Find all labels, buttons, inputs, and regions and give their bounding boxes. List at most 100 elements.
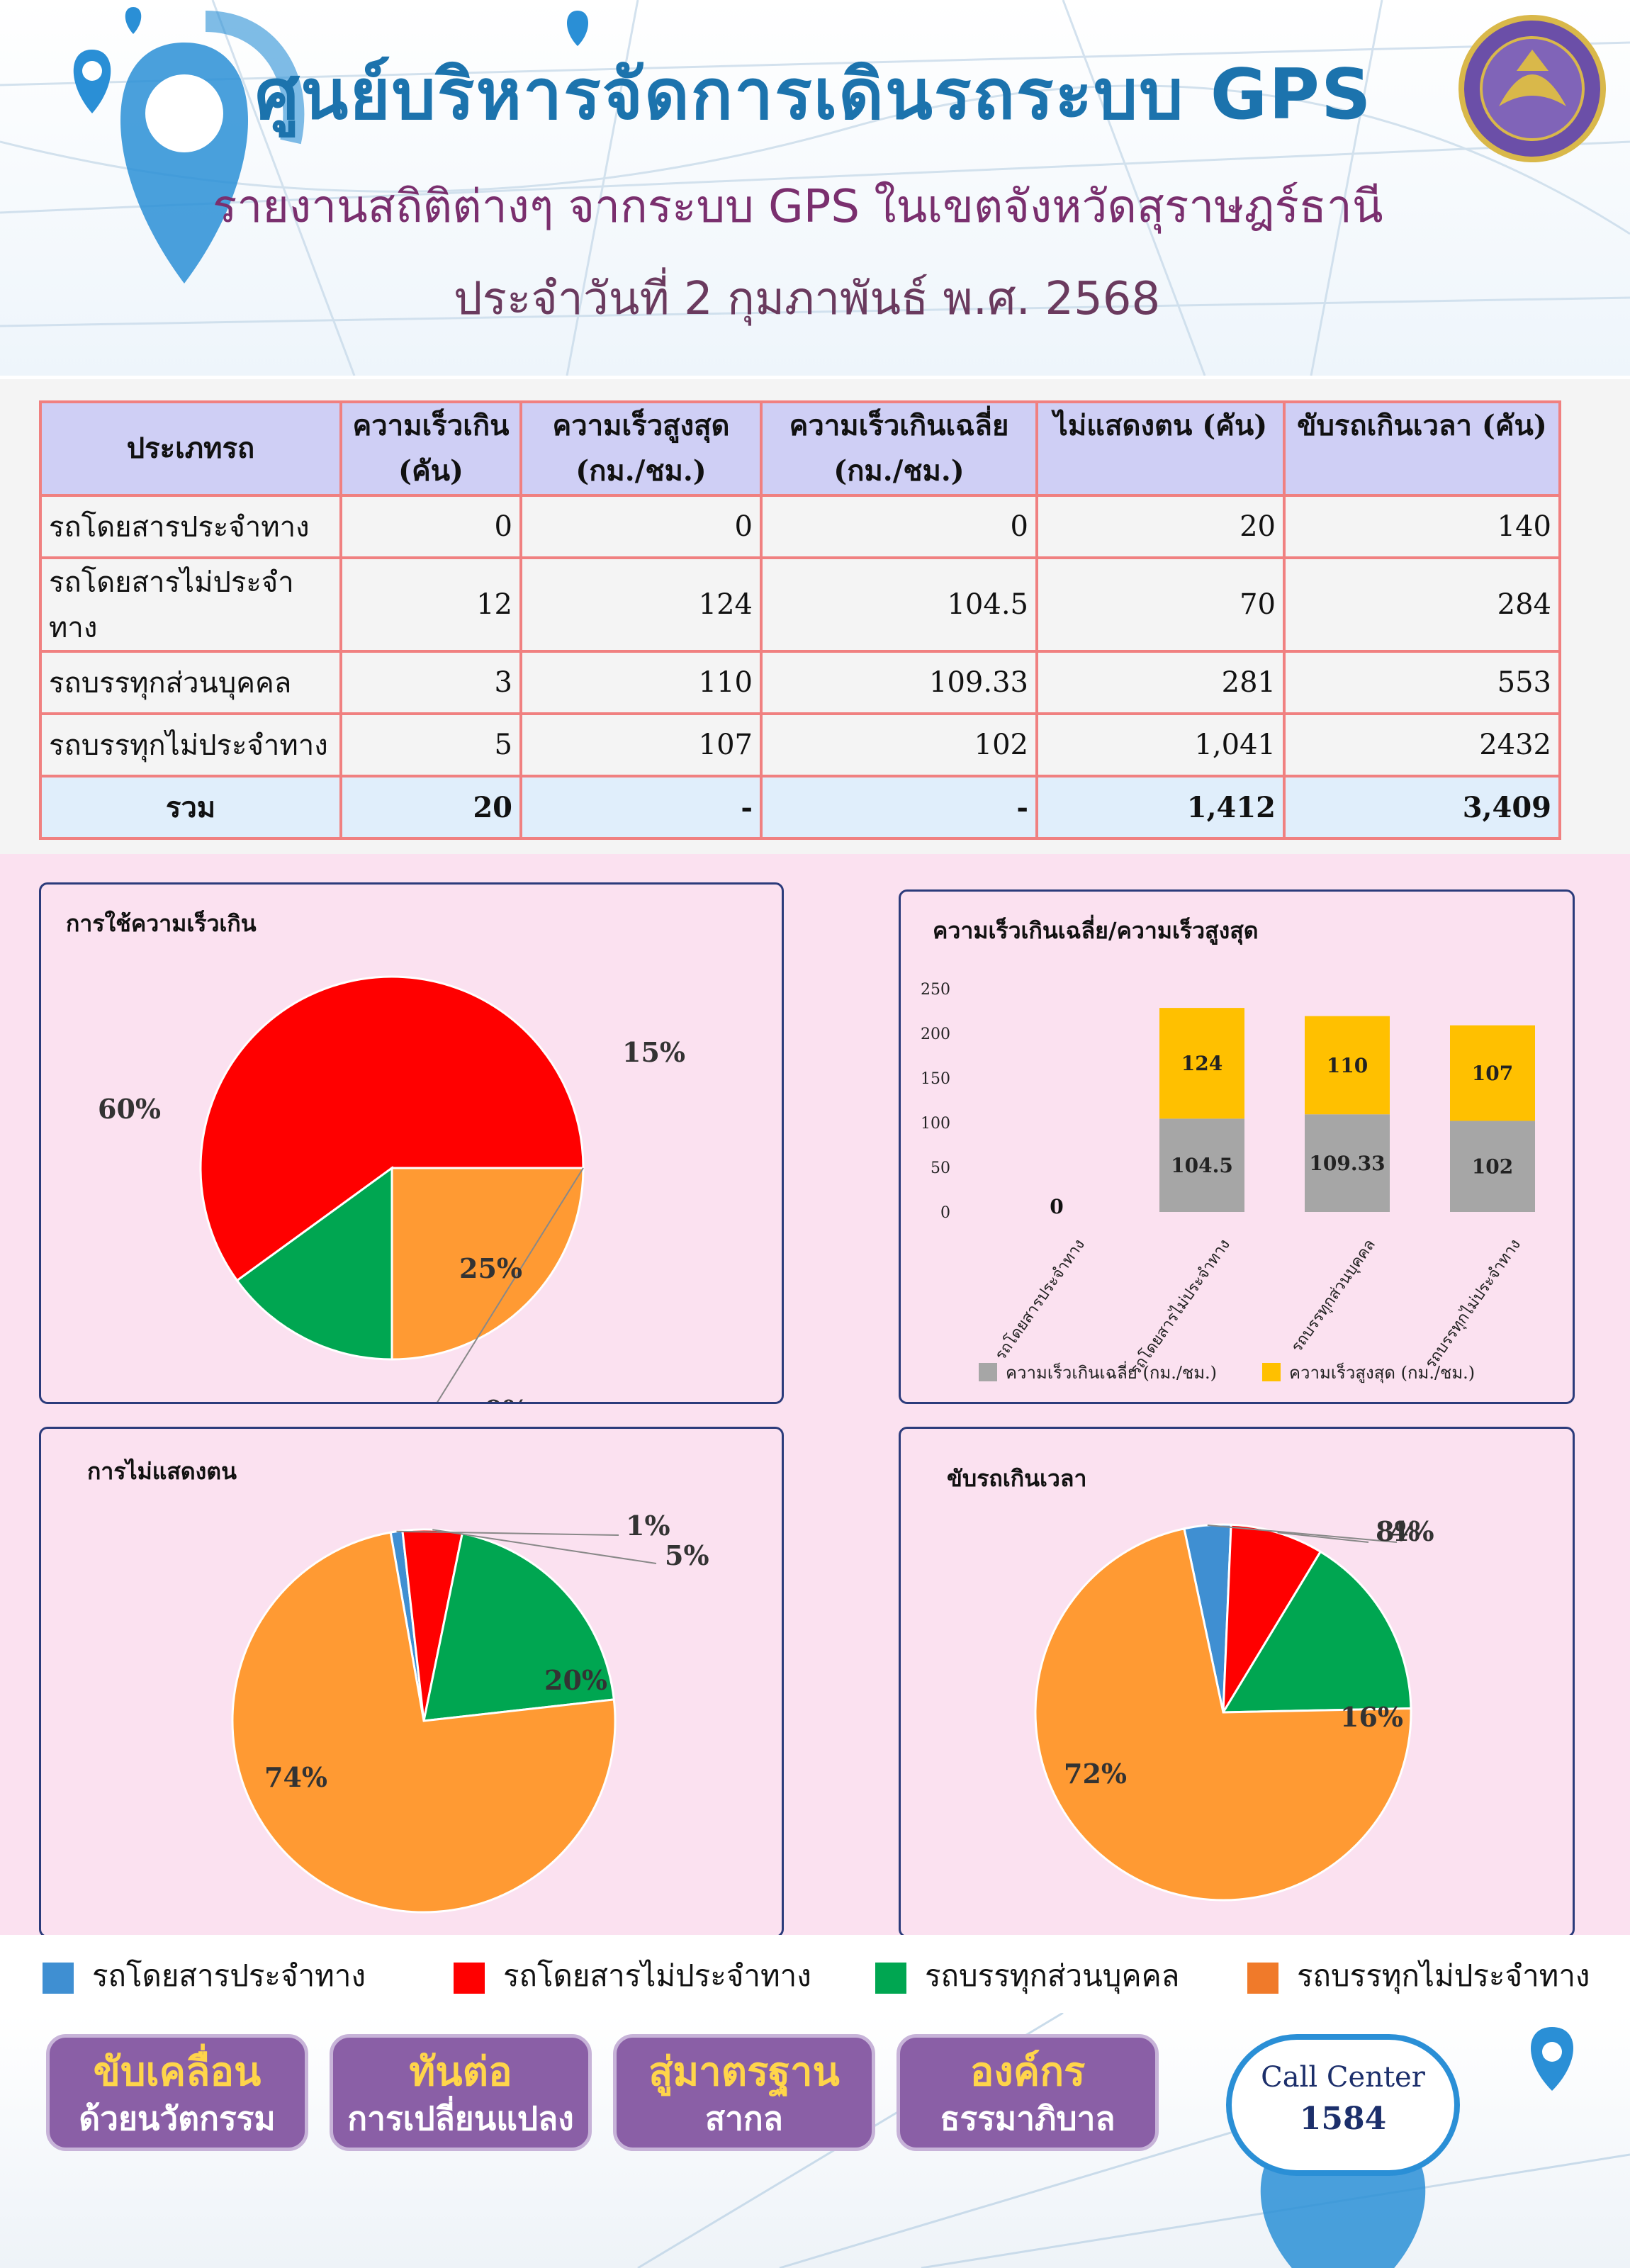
y-tick-label: 100 bbox=[921, 1115, 950, 1133]
motto-line2: การเปลี่ยนแปลง bbox=[347, 2099, 574, 2138]
charts-section: การใช้ความเร็วเกิน 0% 60% 15% 25% ความเร็วเ… bbox=[0, 854, 1630, 1938]
row-vehicle-type: รถโดยสารประจำทาง bbox=[39, 494, 342, 559]
bar-data-label: 104.5 bbox=[1171, 1154, 1233, 1177]
legend-label: รถโดยสารไม่ประจำทาง bbox=[503, 1958, 811, 1993]
header-vehicle-type: ประเภทรถ bbox=[39, 400, 342, 497]
leader-line bbox=[432, 1529, 657, 1564]
pie-panel-unidentified: การไม่แสดงตน 1% 5% 20% 74% bbox=[39, 1427, 784, 1938]
bar-panel-speed: ความเร็วเกินเฉลี่ย/ความเร็วสูงสุด 0 50 100… bbox=[899, 889, 1575, 1404]
gps-pin-icon bbox=[120, 11, 305, 284]
row-overspeed: 0 bbox=[339, 494, 522, 559]
pie-chart-unidentified: 1%5% 20% 74% bbox=[231, 1510, 709, 1914]
motto-button-standard[interactable]: สู่มาตรฐาน สากล bbox=[613, 2034, 875, 2151]
pie-data-label: 25% bbox=[459, 1252, 522, 1284]
pie-chart-overspeed: 0% 60% 15% 25% bbox=[98, 975, 685, 1402]
row-overspeed: 3 bbox=[339, 650, 522, 715]
bar-segment bbox=[1305, 1114, 1390, 1212]
pie-slice bbox=[422, 1532, 615, 1722]
row-avg-overspeed: 109.33 bbox=[760, 650, 1038, 715]
total-max-speed: - bbox=[519, 775, 763, 840]
row-max-speed: 107 bbox=[519, 712, 763, 777]
pie-panel-overspeed: การใช้ความเร็วเกิน 0% 60% 15% 25% bbox=[39, 882, 784, 1404]
pie-data-label: 72% bbox=[1064, 1758, 1127, 1790]
y-tick-label: 250 bbox=[921, 981, 950, 999]
motto-button-governance[interactable]: องค์กร ธรรมาภิบาล bbox=[896, 2034, 1159, 2151]
header-overtime: ขับรถเกินเวลา (คัน) bbox=[1283, 400, 1561, 497]
page-title: ศูนย์บริหารจัดการเดินรถระบบ GPS bbox=[255, 55, 1373, 135]
bar-data-label: 107 bbox=[1472, 1062, 1513, 1085]
pie-chart-overtime: 4%8% 16% 72% bbox=[1034, 1515, 1434, 1902]
call-center-badge[interactable]: Call Center 1584 bbox=[1226, 2034, 1460, 2176]
row-unidentified: 1,041 bbox=[1035, 712, 1286, 777]
row-overtime: 284 bbox=[1283, 556, 1561, 653]
bar-segment bbox=[1305, 1016, 1390, 1115]
x-tick-label: รถโดยสารไม่ประจำทาง bbox=[1126, 1236, 1234, 1379]
row-max-speed: 124 bbox=[519, 556, 763, 653]
table-row: รถบรรทุกส่วนบุคคล 3 110 109.33 281 553 bbox=[39, 650, 1561, 715]
leader-line bbox=[1277, 1532, 1369, 1543]
leader-line bbox=[396, 1530, 619, 1536]
leader-line bbox=[437, 1167, 584, 1402]
legend-label: รถบรรทุกไม่ประจำทาง bbox=[1297, 1958, 1590, 1993]
pie-data-label: 15% bbox=[622, 1036, 685, 1068]
header-banner: ศูนย์บริหารจัดการเดินรถระบบ GPS รายงานสถ… bbox=[0, 0, 1630, 376]
motto-line1: ขับเคลื่อน bbox=[93, 2049, 262, 2095]
total-avg-overspeed: - bbox=[760, 775, 1038, 840]
y-tick-label: 150 bbox=[921, 1070, 950, 1088]
total-label: รวม bbox=[39, 775, 342, 840]
legend-swatch bbox=[875, 1962, 906, 1994]
pie-data-label: 4% bbox=[1390, 1515, 1434, 1547]
y-tick-label: 0 bbox=[940, 1204, 950, 1222]
header-unidentified: ไม่แสดงตน (คัน) bbox=[1035, 400, 1286, 497]
pie-data-label: 1% bbox=[626, 1510, 670, 1542]
total-unidentified: 1,412 bbox=[1035, 775, 1286, 840]
leader-line bbox=[1207, 1524, 1398, 1543]
motto-button-change[interactable]: ทันต่อ การเปลี่ยนแปลง bbox=[330, 2034, 592, 2151]
legend-swatch bbox=[979, 1363, 997, 1381]
bar-segment bbox=[1450, 1121, 1535, 1212]
total-overspeed: 20 bbox=[339, 775, 522, 840]
chart-title: การไม่แสดงตน bbox=[87, 1458, 237, 1485]
row-overtime: 2432 bbox=[1283, 712, 1561, 777]
pie-slice bbox=[1221, 1550, 1412, 1714]
legend-label: ความเร็วสูงสุด (กม./ชม.) bbox=[1289, 1362, 1475, 1383]
pie-slice bbox=[235, 1166, 393, 1361]
pie-panel-overtime: ขับรถเกินเวลา 4% 8% 16% 72% bbox=[899, 1427, 1575, 1938]
legend-item: รถโดยสารไม่ประจำทาง bbox=[454, 1953, 811, 1999]
pie-slice bbox=[1222, 1523, 1322, 1713]
bar-segment bbox=[1450, 1025, 1535, 1121]
row-overtime: 553 bbox=[1283, 650, 1561, 715]
pie-slice bbox=[390, 1167, 585, 1361]
row-vehicle-type: รถโดยสารไม่ประจำทาง bbox=[39, 556, 342, 653]
pie-data-label: 20% bbox=[544, 1664, 607, 1696]
department-seal-icon bbox=[1458, 15, 1606, 162]
call-center-number: 1584 bbox=[1299, 2101, 1387, 2137]
bar-segment bbox=[1159, 1008, 1244, 1119]
motto-line2: ด้วยนวัตกรรม bbox=[79, 2099, 276, 2138]
legend-swatch bbox=[454, 1962, 485, 1994]
table-header-row: ประเภทรถ ความเร็วเกิน (คัน) ความเร็วสูงส… bbox=[39, 400, 1561, 497]
motto-line1: องค์กร bbox=[969, 2049, 1086, 2095]
bar-data-label: 110 bbox=[1327, 1054, 1368, 1077]
y-tick-label: 200 bbox=[921, 1026, 950, 1043]
pie-slice bbox=[199, 975, 585, 1282]
row-overtime: 140 bbox=[1283, 494, 1561, 559]
row-unidentified: 281 bbox=[1035, 650, 1286, 715]
table-row: รถบรรทุกไม่ประจำทาง 5 107 102 1,041 2432 bbox=[39, 712, 1561, 777]
header-overspeed: ความเร็วเกิน (คัน) bbox=[339, 400, 522, 497]
row-avg-overspeed: 102 bbox=[760, 712, 1038, 777]
motto-line2: สากล bbox=[705, 2099, 783, 2138]
small-pin-icon bbox=[73, 7, 588, 113]
pie-data-label: 8% bbox=[1376, 1515, 1420, 1547]
bar-data-label: 102 bbox=[1472, 1155, 1513, 1179]
bar-data-label: 109.33 bbox=[1309, 1152, 1385, 1175]
motto-line1: ทันต่อ bbox=[409, 2049, 512, 2095]
bar-chart-speed: 0 50 100 150 200 250 0 รถโดยสารประจำทาง 104.5 124… bbox=[921, 981, 1535, 1383]
row-max-speed: 110 bbox=[519, 650, 763, 715]
motto-button-innovation[interactable]: ขับเคลื่อน ด้วยนวัตกรรม bbox=[46, 2034, 308, 2151]
pie-slice bbox=[231, 1531, 617, 1914]
legend-label: ความเร็วเกินเฉลี่ย (กม./ชม.) bbox=[1006, 1361, 1217, 1383]
footer: ขับเคลื่อน ด้วยนวัตกรรม ทันต่อ การเปลี่ย… bbox=[0, 2013, 1630, 2268]
y-tick-label: 50 bbox=[931, 1160, 950, 1177]
pie-data-label: 74% bbox=[264, 1761, 327, 1793]
